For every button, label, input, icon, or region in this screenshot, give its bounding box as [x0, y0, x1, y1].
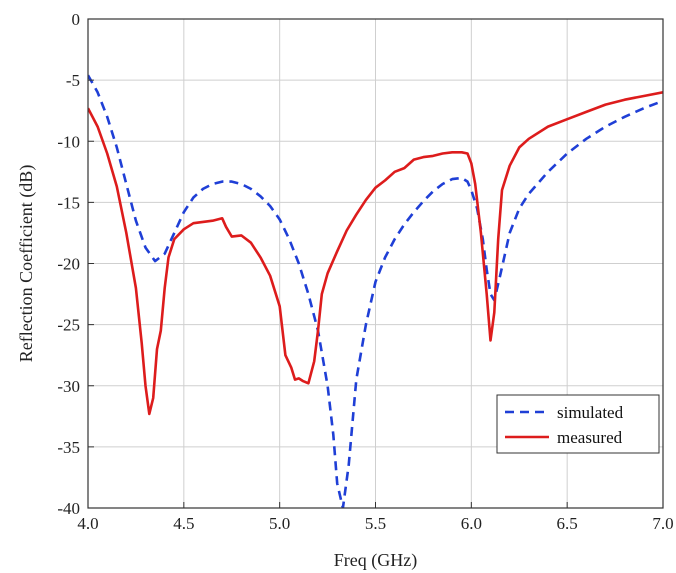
legend-label-simulated: simulated — [557, 403, 624, 422]
y-tick-label: -25 — [57, 316, 80, 335]
y-tick-label: -5 — [66, 71, 80, 90]
series-lines — [88, 74, 663, 508]
x-tick-label: 7.0 — [652, 514, 673, 533]
y-tick-label: -20 — [57, 255, 80, 274]
y-tick-label: -15 — [57, 193, 80, 212]
legend-box — [496, 394, 660, 454]
y-axis-label: Reflection Coefficient (dB) — [16, 165, 37, 363]
series-line-measured — [88, 91, 663, 416]
y-tick-label: -30 — [57, 377, 80, 396]
tick-labels: 4.0 4.5 5.0 5.5 6.0 6.5 7.0 0 -5 -10 -15 -20 -25 -30 -… — [57, 10, 673, 533]
y-tick-label: -35 — [57, 438, 80, 457]
series-line-simulated — [88, 74, 663, 508]
x-tick-label: 4.5 — [173, 514, 194, 533]
legend: simulated measured — [496, 394, 660, 454]
x-tick-label: 6.0 — [461, 514, 482, 533]
x-tick-label: 5.5 — [365, 514, 386, 533]
grid — [87, 18, 664, 509]
y-tick-label: 0 — [72, 10, 81, 29]
x-axis-label: Freq (GHz) — [334, 550, 417, 571]
x-tick-label: 6.5 — [557, 514, 578, 533]
y-tick-label: -40 — [57, 499, 80, 518]
x-tick-label: 4.0 — [77, 514, 98, 533]
legend-label-measured: measured — [557, 428, 623, 447]
y-tick-label: -10 — [57, 132, 80, 151]
x-tick-label: 5.0 — [269, 514, 290, 533]
